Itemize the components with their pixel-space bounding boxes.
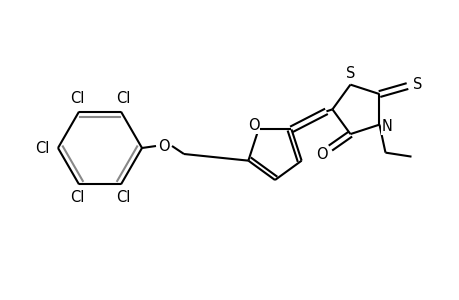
Text: O: O xyxy=(158,139,169,154)
Text: S: S xyxy=(345,66,354,81)
Text: Cl: Cl xyxy=(70,190,84,205)
Text: S: S xyxy=(412,76,421,92)
Text: O: O xyxy=(247,118,259,133)
Text: Cl: Cl xyxy=(70,91,84,106)
Text: Cl: Cl xyxy=(35,140,49,155)
Text: Cl: Cl xyxy=(116,91,130,106)
Text: Cl: Cl xyxy=(116,190,130,205)
Text: N: N xyxy=(381,119,392,134)
Text: O: O xyxy=(316,147,328,162)
